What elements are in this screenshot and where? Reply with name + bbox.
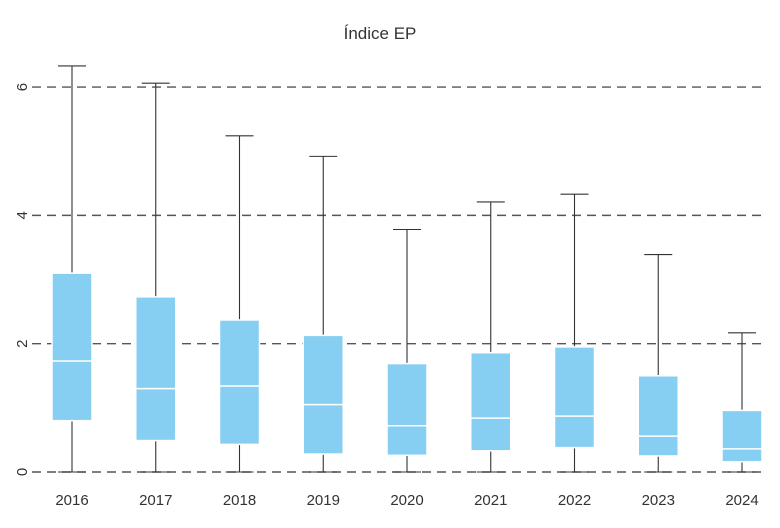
box-body <box>218 319 261 446</box>
box-body <box>721 409 763 463</box>
x-tick-label: 2016 <box>55 492 88 509</box>
x-tick-label: 2022 <box>558 492 591 509</box>
x-tick-label: 2021 <box>474 492 507 509</box>
x-tick-label: 2019 <box>307 492 340 509</box>
x-tick-label: 2020 <box>390 492 423 509</box>
x-tick-label: 2018 <box>223 492 256 509</box>
box-body <box>135 296 177 442</box>
y-axis-ticks: 0 2 4 6 <box>14 83 31 476</box>
x-axis-ticks: 2016 2017 2018 2019 2020 2021 2022 2023 2024 <box>55 492 758 509</box>
box-2021 <box>470 201 512 473</box>
x-tick-label: 2017 <box>139 492 172 509</box>
box-body <box>302 334 344 455</box>
box-body <box>470 351 512 452</box>
y-tick-label: 6 <box>14 83 31 91</box>
box-body <box>553 346 596 449</box>
box-2020 <box>386 228 428 473</box>
box-2016 <box>51 65 93 473</box>
y-tick-label: 4 <box>14 211 31 219</box>
chart-title: Índice EP <box>344 24 417 43</box>
boxes <box>51 65 763 473</box>
y-tick-label: 2 <box>14 340 31 348</box>
x-tick-label: 2024 <box>725 492 758 509</box>
box-2022 <box>553 193 596 473</box>
box-2019 <box>302 155 344 473</box>
box-body <box>51 272 93 422</box>
box-body <box>637 375 679 457</box>
box-2023 <box>637 253 679 473</box>
box-2024 <box>721 332 763 473</box>
box-2018 <box>218 135 261 473</box>
box-2017 <box>135 82 177 473</box>
y-tick-label: 0 <box>14 468 31 476</box>
box-body <box>386 362 428 457</box>
x-tick-label: 2023 <box>642 492 675 509</box>
